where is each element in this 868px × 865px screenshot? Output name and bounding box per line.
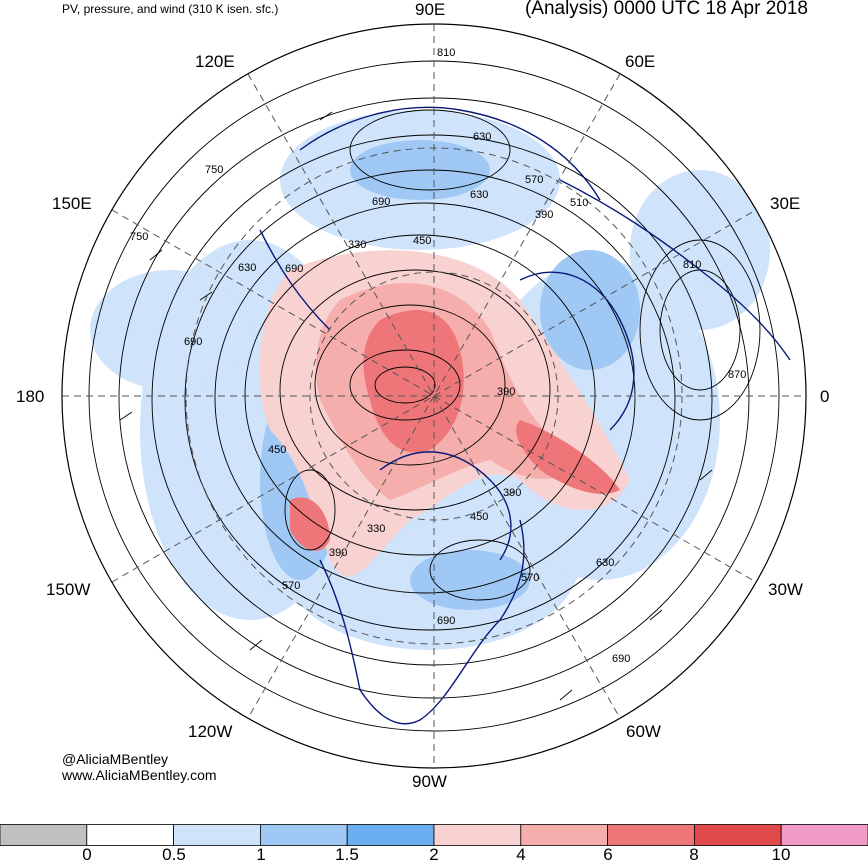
colorbar-segment: [520, 824, 608, 846]
map-boundary: [61, 23, 807, 769]
colorbar: [0, 824, 868, 846]
contour-label: 450: [268, 444, 286, 456]
contour-label: 330: [348, 239, 366, 251]
colorbar-tick-label: 8: [689, 845, 699, 864]
coastlines: [259, 106, 791, 725]
lon-label-30w: 30W: [768, 580, 803, 599]
lon-label-120w: 120W: [188, 722, 233, 741]
wind-barbs: [119, 111, 713, 701]
lon-label-90w: 90W: [412, 772, 447, 791]
colorbar-segment: [259, 824, 348, 846]
credit-handle: @AliciaMBentley: [62, 751, 169, 767]
contour-label: 570: [282, 580, 300, 592]
contour-label: 810: [683, 259, 701, 271]
colorbar-tick-label: 1: [256, 845, 266, 864]
lon-label-60w: 60W: [626, 722, 661, 741]
lon-label-180: 180: [16, 387, 45, 406]
contour-label: 390: [329, 547, 347, 559]
field-title: PV, pressure, and wind (310 K isen. sfc.…: [62, 2, 279, 16]
contour-label: 750: [205, 164, 223, 176]
contour-label: 690: [437, 615, 455, 627]
contour-label: 630: [473, 131, 491, 143]
colorbar-tick-label: 0.5: [162, 845, 186, 864]
contour-label: 690: [372, 196, 390, 208]
colorbar-segment: [0, 824, 88, 846]
contour-label: 630: [238, 262, 256, 274]
colorbar-tick-label: 4: [516, 845, 526, 864]
contour-label: 390: [497, 386, 515, 398]
contour-label: 510: [570, 197, 588, 209]
contour-label: 330: [367, 523, 385, 535]
credit-website: www.AliciaMBentley.com: [62, 767, 217, 783]
contour-label: 390: [535, 209, 553, 221]
colorbar-tick-label: 2: [429, 845, 439, 864]
contour-label: 630: [470, 189, 488, 201]
contour-label: 630: [596, 557, 614, 569]
lon-label-0: 0: [820, 387, 830, 406]
contour-value-labels: 810 750 690 750 630 690 450 570 510 390 …: [130, 47, 746, 665]
contour-label: 570: [525, 174, 543, 186]
colorbar-segment: [346, 824, 435, 846]
run-title: (Analysis) 0000 UTC 18 Apr 2018: [524, 0, 808, 19]
colorbar-segment: [694, 824, 782, 846]
graticule: [62, 24, 806, 768]
contour-label: 810: [437, 47, 455, 59]
colorbar-tick-label: 1.5: [335, 845, 359, 864]
colorbar-tick-label: 10: [771, 845, 791, 864]
colorbar-segment: [173, 824, 261, 846]
contour-label: 450: [470, 511, 488, 523]
lon-label-60e: 60E: [625, 52, 656, 71]
lon-label-30e: 30E: [770, 194, 801, 213]
contour-label: 750: [130, 231, 148, 243]
colorbar-segment: [780, 824, 868, 846]
lon-label-150e: 150E: [52, 194, 92, 213]
contour-label: 390: [503, 487, 521, 499]
colorbar-tick-label: 6: [603, 845, 613, 864]
colorbar-segment: [86, 824, 175, 846]
contour-label: 570: [521, 572, 539, 584]
colorbar-segment: [433, 824, 522, 846]
colorbar-tick-label: 0: [82, 845, 92, 864]
contour-label: 870: [728, 369, 746, 381]
contour-label: 690: [612, 653, 630, 665]
contour-label: 690: [184, 336, 202, 348]
lon-label-90e: 90E: [415, 0, 446, 19]
pv-shading-high: [259, 250, 630, 577]
contour-label: 690: [285, 263, 303, 275]
lon-label-150w: 150W: [46, 580, 91, 599]
contour-label: 450: [413, 235, 431, 247]
colorbar-segment: [607, 824, 695, 846]
lon-label-120e: 120E: [195, 52, 235, 71]
